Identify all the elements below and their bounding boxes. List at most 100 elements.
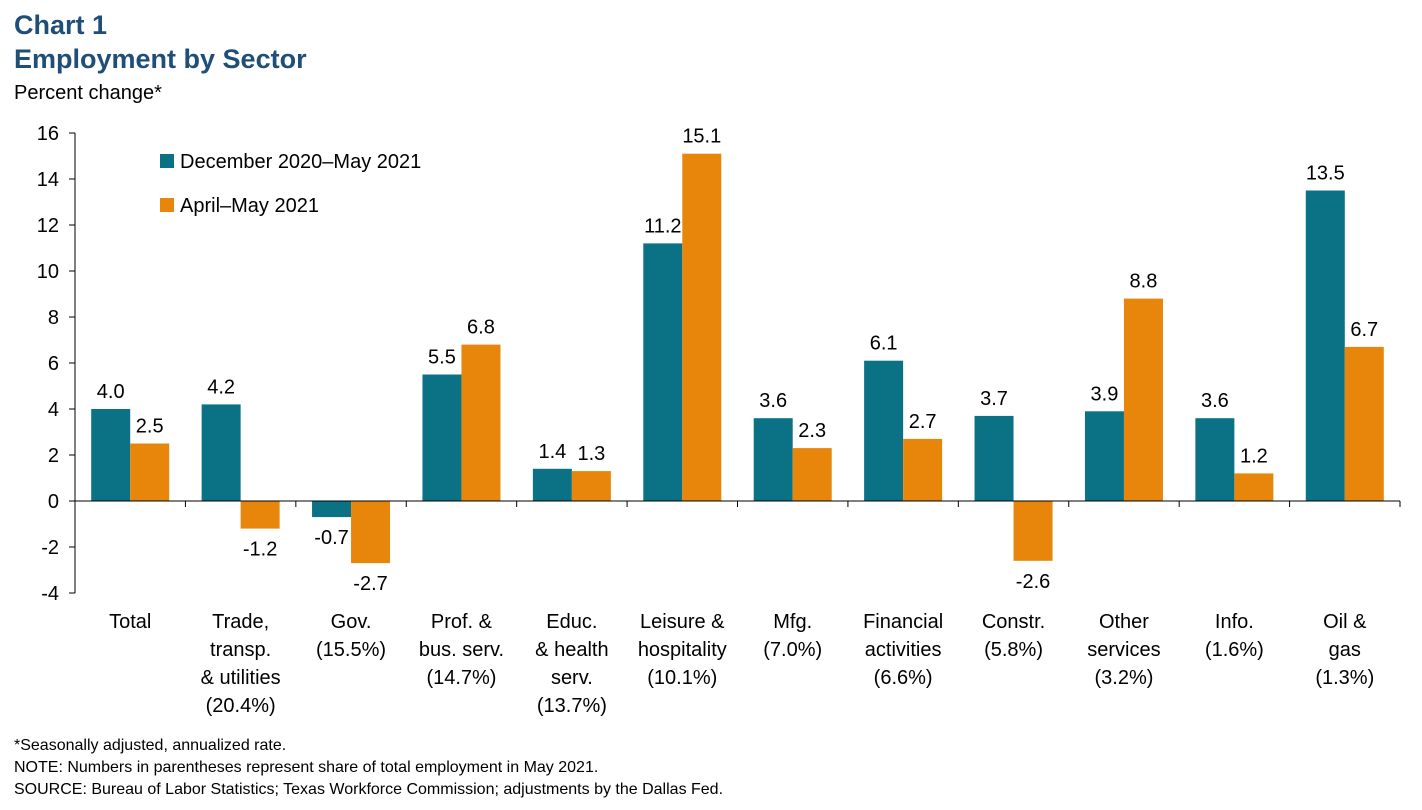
y-axis-unit-label: Percent change* [14, 82, 162, 104]
category-label: (14.7%) [426, 667, 496, 689]
chart-title: Employment by Sector [14, 44, 307, 74]
category-label: (1.3%) [1315, 667, 1374, 689]
category-label: services [1087, 639, 1160, 661]
data-label: -2.7 [353, 573, 387, 595]
category-label: gas [1329, 639, 1361, 661]
y-tick-label: 10 [37, 261, 59, 283]
legend-label-series-1: December 2020–May 2021 [180, 151, 421, 173]
bar-series-2 [903, 438, 943, 501]
bar-series-1 [1195, 418, 1235, 501]
data-label: 3.9 [1091, 383, 1119, 405]
note-text: NOTE: Numbers in parentheses represent s… [14, 759, 599, 776]
data-label: 4.0 [97, 381, 125, 403]
y-tick-label: 14 [37, 169, 59, 191]
y-tick-label: -2 [41, 537, 59, 559]
category-label: (7.0%) [763, 639, 822, 661]
data-label: 8.8 [1130, 271, 1158, 293]
bar-series-2 [1013, 501, 1053, 561]
category-label: Educ. [546, 611, 597, 633]
chart-number: Chart 1 [14, 10, 108, 40]
category-label: Mfg. [773, 611, 812, 633]
y-tick-label: 2 [48, 445, 59, 467]
category-label: (6.6%) [874, 667, 933, 689]
bar-series-1 [643, 243, 683, 501]
category-label: Info. [1215, 611, 1254, 633]
y-tick-label: 16 [37, 123, 59, 145]
category-label: Constr. [982, 611, 1045, 633]
data-label: 5.5 [428, 347, 456, 369]
bar-series-2 [571, 471, 611, 501]
bar-series-1 [753, 418, 793, 501]
category-label: Leisure & [640, 611, 725, 633]
data-label: 6.1 [870, 333, 898, 355]
bar-series-1 [1305, 190, 1345, 501]
category-label: (13.7%) [537, 695, 607, 717]
category-label: Financial [863, 611, 943, 633]
title-block: Chart 1 Employment by Sector [14, 8, 307, 76]
data-label: 3.6 [1201, 390, 1229, 412]
data-label: 6.7 [1350, 319, 1378, 341]
y-tick-label: 6 [48, 353, 59, 375]
data-label: 3.6 [759, 390, 787, 412]
y-tick-label: 12 [37, 215, 59, 237]
bar-series-2 [130, 443, 170, 501]
category-label: hospitality [638, 639, 727, 661]
data-label: 6.8 [467, 317, 495, 339]
data-label: 11.2 [644, 215, 681, 237]
bar-series-1 [422, 374, 462, 501]
category-label: Total [109, 611, 151, 633]
data-label: 13.5 [1306, 163, 1345, 185]
data-label: -1.2 [243, 539, 277, 561]
category-label: (10.1%) [647, 667, 717, 689]
chart-notes: *Seasonally adjusted, annualized rate. N… [14, 735, 723, 801]
bar-series-2 [1344, 346, 1384, 501]
y-tick-label: -4 [41, 583, 59, 605]
category-label: & utilities [201, 667, 281, 689]
data-label: 1.4 [538, 441, 566, 463]
footnote: *Seasonally adjusted, annualized rate. [14, 737, 287, 754]
bar-chart: -4 -2 0 2 4 6 8 10 12 14 16 4.0 2.5 4.2 -1.2 -0.7 -2.7 5.… [37, 123, 1401, 717]
category-label: Other [1099, 611, 1149, 633]
data-label: -0.7 [314, 527, 348, 549]
category-label: transp. [210, 639, 271, 661]
category-label: serv. [551, 667, 593, 689]
bar-series-2 [351, 501, 391, 564]
category-label: bus. serv. [419, 639, 504, 661]
data-label: 2.3 [798, 420, 826, 442]
category-label: Trade, [212, 611, 269, 633]
bar-series-2 [682, 153, 722, 501]
data-label: 2.5 [136, 416, 164, 438]
bar-series-1 [312, 501, 352, 518]
category-label: (1.6%) [1205, 639, 1264, 661]
source-text: SOURCE: Bureau of Labor Statistics; Texa… [14, 781, 724, 798]
bar-series-2 [461, 344, 501, 501]
category-label: & health [535, 639, 608, 661]
bar-series-1 [201, 404, 241, 501]
bar-series-1 [974, 415, 1014, 501]
data-label: 15.1 [682, 126, 721, 148]
legend-label-series-2: April–May 2021 [180, 195, 319, 217]
bar-series-1 [1084, 411, 1124, 501]
bar-series-2 [792, 448, 832, 501]
legend-swatch-series-1 [160, 154, 174, 168]
data-label: 1.3 [577, 443, 605, 465]
bar-series-2 [1234, 473, 1274, 501]
data-label: 3.7 [980, 388, 1008, 410]
data-label: 4.2 [207, 376, 235, 398]
bar-series-1 [532, 468, 572, 501]
bar-series-2 [240, 501, 280, 529]
bar-series-1 [864, 360, 904, 501]
data-label: 2.7 [909, 411, 937, 433]
y-tick-label: 0 [48, 491, 59, 513]
y-tick-label: 4 [48, 399, 59, 421]
data-label: 1.2 [1240, 445, 1268, 467]
category-label: activities [865, 639, 942, 661]
category-label: (5.8%) [984, 639, 1043, 661]
category-label: Gov. [331, 611, 372, 633]
category-label: (15.5%) [316, 639, 386, 661]
bar-series-2 [1123, 298, 1163, 501]
category-label: (20.4%) [206, 695, 276, 717]
category-label: Prof. & [431, 611, 493, 633]
category-label: Oil & [1323, 611, 1367, 633]
legend-swatch-series-2 [160, 198, 174, 212]
